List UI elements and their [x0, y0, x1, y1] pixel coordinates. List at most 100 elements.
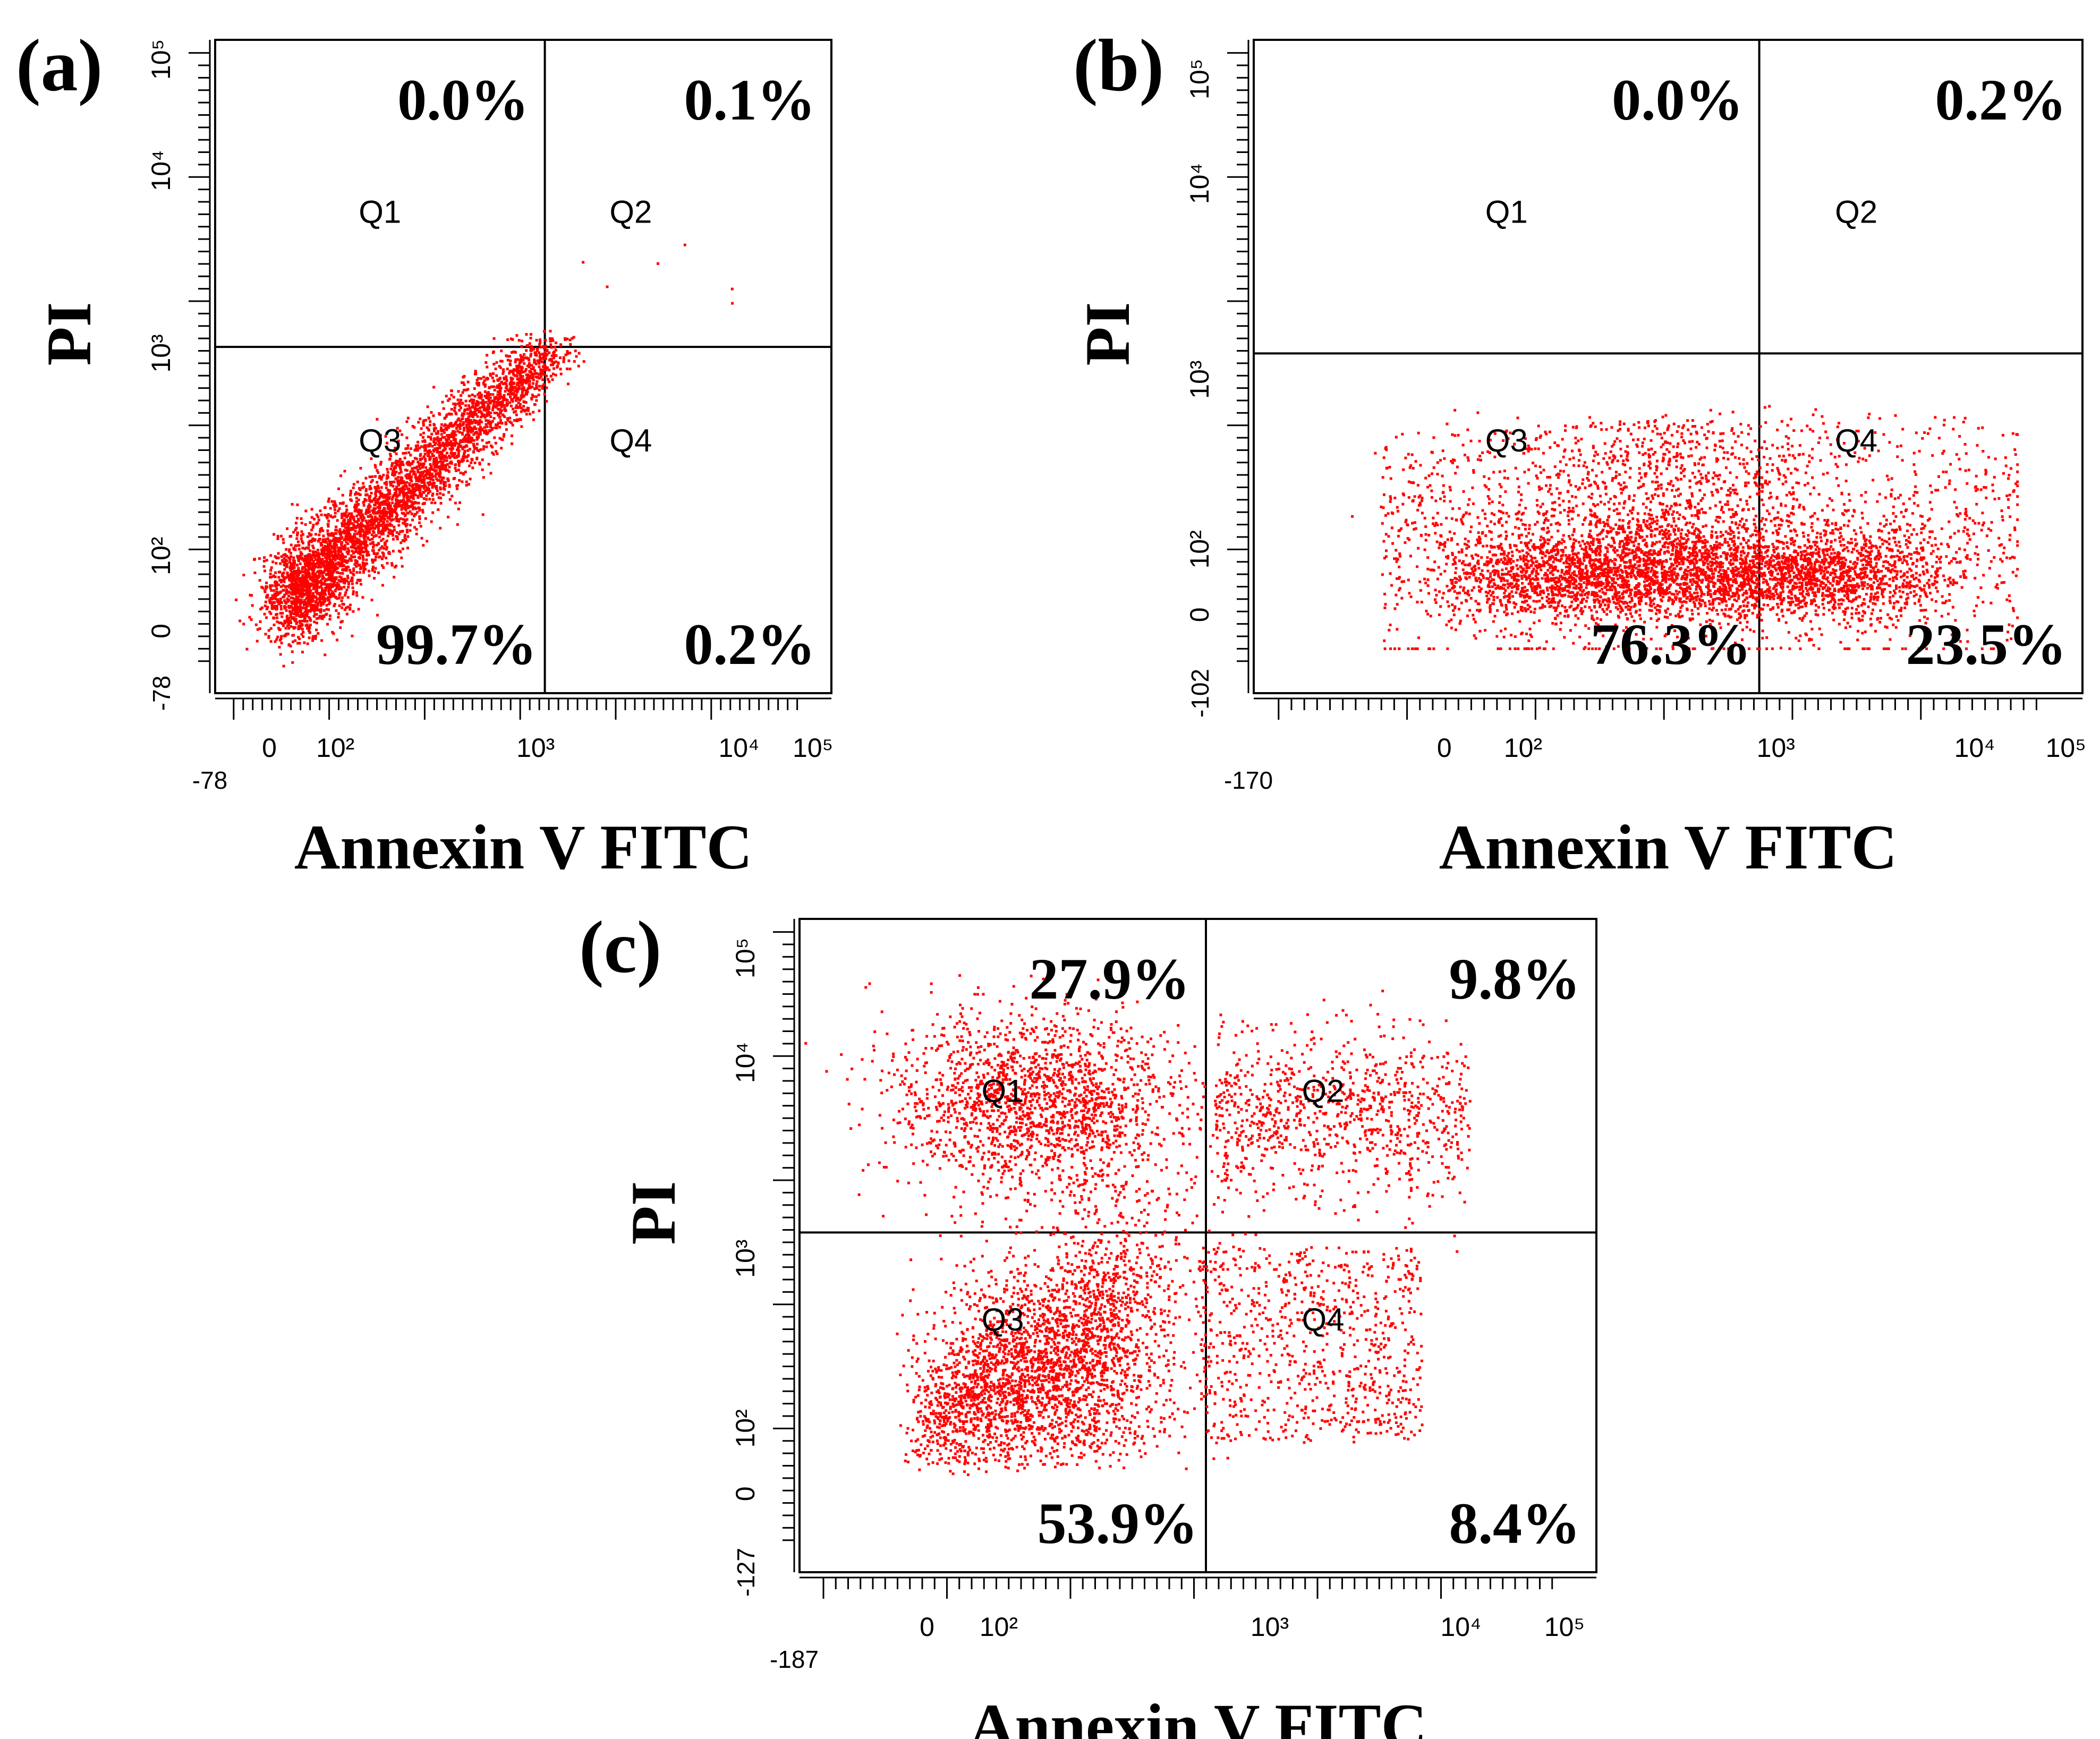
event-dot — [385, 514, 388, 517]
event-dot — [506, 355, 509, 358]
event-dot — [375, 488, 378, 491]
event-dot — [351, 634, 354, 637]
event-dot — [435, 487, 438, 490]
event-dot — [373, 570, 376, 573]
event-dot — [385, 546, 388, 549]
event-dot — [410, 512, 413, 515]
event-dot — [489, 411, 492, 414]
event-dot — [287, 594, 290, 598]
event-dot — [283, 607, 286, 610]
event-dot — [568, 338, 572, 342]
event-dot — [357, 540, 360, 543]
event-dot — [312, 524, 315, 526]
event-dot — [462, 438, 465, 441]
event-dot — [1413, 527, 1416, 531]
event-dot — [335, 609, 338, 612]
event-dot — [397, 439, 400, 442]
event-dot — [495, 423, 497, 427]
event-dot — [338, 585, 341, 588]
event-dot — [483, 426, 486, 429]
event-dot — [292, 559, 295, 562]
event-dot — [292, 596, 295, 600]
event-dot — [402, 491, 405, 495]
event-dot — [473, 425, 476, 429]
event-dot — [445, 459, 448, 462]
event-dot — [1706, 423, 1709, 426]
event-dot — [269, 612, 273, 615]
event-dot — [307, 547, 310, 550]
event-dot — [657, 262, 659, 265]
event-dot — [394, 477, 397, 480]
event-dot — [489, 372, 492, 376]
event-dot — [371, 526, 374, 530]
event-dot — [509, 384, 513, 387]
event-dot — [389, 505, 392, 508]
event-dot — [1908, 536, 1910, 539]
event-dot — [371, 561, 375, 564]
event-dot — [1388, 466, 1391, 469]
event-dot — [545, 374, 548, 378]
event-dot — [403, 536, 406, 539]
event-dot — [1439, 573, 1442, 576]
event-dot — [529, 412, 531, 415]
event-dot — [457, 462, 461, 465]
event-dot — [416, 468, 420, 472]
event-dot — [468, 395, 471, 397]
event-dot — [460, 398, 463, 402]
event-dot — [364, 499, 368, 502]
event-dot — [280, 574, 284, 577]
event-dot — [1705, 585, 1708, 589]
event-dot — [391, 532, 394, 535]
event-dot — [1681, 456, 1685, 459]
event-dot — [308, 593, 311, 596]
event-dot — [324, 566, 327, 569]
event-dot — [1882, 602, 1885, 605]
event-dot — [290, 535, 293, 538]
event-dot — [373, 577, 376, 580]
event-dot — [349, 516, 352, 519]
event-dot — [403, 456, 406, 459]
event-dot — [293, 609, 296, 612]
event-dot — [479, 421, 482, 423]
event-dot — [411, 425, 414, 428]
event-dot — [532, 366, 535, 369]
event-dot — [471, 421, 474, 424]
event-dot — [469, 399, 472, 403]
event-dot — [508, 416, 512, 420]
event-dot — [335, 532, 338, 535]
event-dot — [424, 446, 427, 449]
event-dot — [506, 368, 509, 371]
event-dot — [387, 531, 390, 534]
event-dot — [277, 627, 280, 630]
event-dot — [464, 404, 467, 407]
x-tick-label: 10² — [316, 733, 354, 763]
event-dot — [1896, 570, 1899, 573]
event-dot — [498, 425, 501, 429]
event-dot — [302, 559, 305, 562]
event-dot — [1971, 519, 1975, 522]
event-dot — [1711, 603, 1714, 606]
event-dot — [399, 468, 402, 471]
event-dot — [1460, 518, 1463, 521]
event-dot — [508, 370, 512, 372]
event-dot — [424, 466, 428, 469]
event-dot — [301, 593, 304, 596]
event-dot — [539, 353, 542, 356]
event-dot — [422, 465, 424, 468]
event-dot — [299, 599, 302, 602]
event-dot — [497, 379, 500, 382]
event-dot — [354, 493, 356, 496]
event-dot — [1626, 602, 1628, 605]
event-dot — [319, 561, 322, 565]
event-dot — [423, 453, 427, 456]
event-dot — [327, 534, 330, 537]
event-dot — [355, 541, 359, 544]
event-dot — [449, 441, 452, 445]
event-dot — [334, 590, 337, 593]
event-dot — [529, 348, 532, 351]
event-dot — [344, 555, 347, 558]
event-dot — [486, 354, 489, 357]
event-dot — [378, 496, 381, 499]
event-dot — [420, 481, 423, 484]
event-dot — [373, 498, 376, 501]
